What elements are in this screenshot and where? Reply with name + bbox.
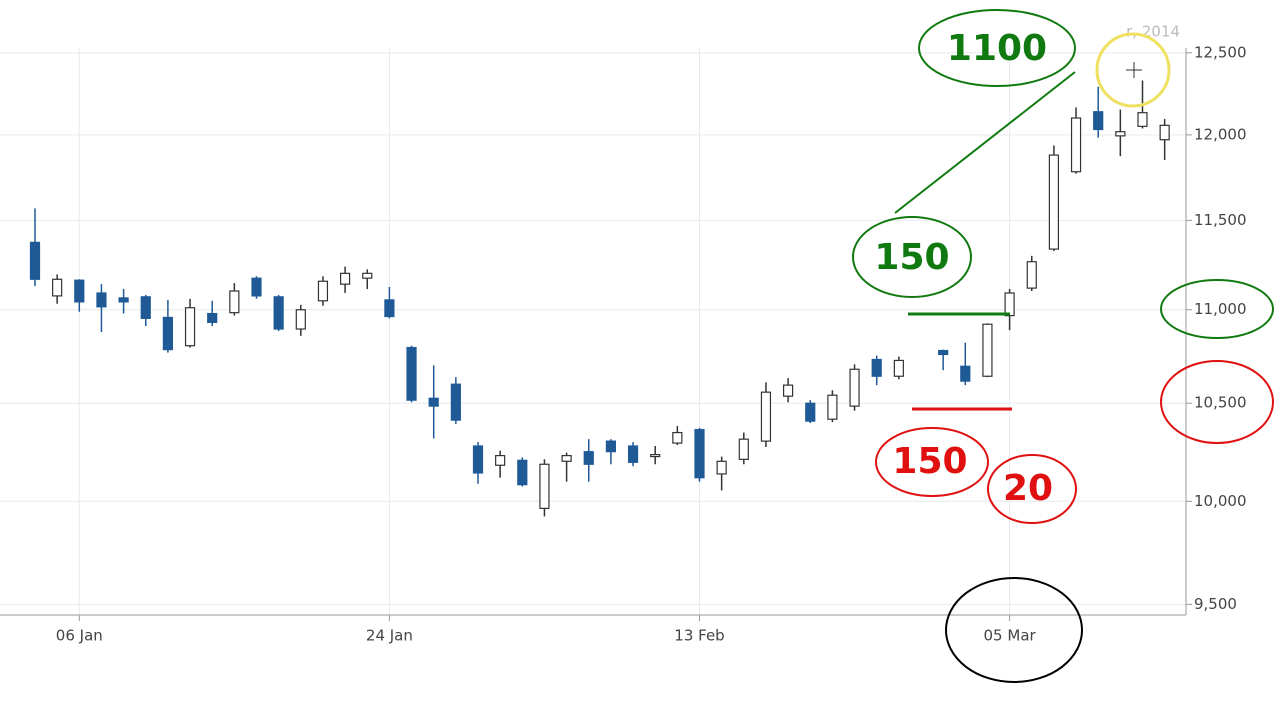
- candle-body: [982, 323, 993, 377]
- candle-body: [1004, 292, 1015, 317]
- candle-body: [74, 279, 85, 303]
- y-tick-label: 10,000: [1194, 492, 1247, 510]
- candle-body: [716, 460, 727, 475]
- candle-body: [450, 383, 461, 421]
- candle-body: [384, 299, 395, 318]
- candle-body: [738, 438, 749, 460]
- cursor: [1126, 62, 1142, 78]
- candle-body: [1159, 124, 1170, 141]
- annotation-ellipse: [945, 577, 1083, 683]
- candle-body: [406, 346, 417, 401]
- candle-body: [605, 440, 617, 453]
- annotation-ellipse: [875, 427, 989, 497]
- x-tick-label: 13 Feb: [674, 627, 724, 645]
- candle-body: [583, 451, 594, 465]
- candle-body: [938, 349, 949, 356]
- candle-body: [52, 278, 63, 297]
- annotation: 20: [1003, 468, 1053, 509]
- candle-body: [893, 359, 904, 377]
- candle-body: [1115, 131, 1126, 137]
- annotation-ellipse: [852, 216, 972, 298]
- candle-body: [960, 365, 971, 382]
- candle-body: [539, 463, 550, 509]
- x-tick-label: 06 Jan: [56, 627, 103, 645]
- annotation-ellipse: [1160, 360, 1274, 444]
- candle-body: [650, 454, 661, 458]
- candle-body: [207, 312, 218, 323]
- candle-body: [472, 445, 484, 474]
- candle-body: [229, 290, 240, 314]
- y-tick-label: 11,000: [1194, 300, 1247, 318]
- candle-body: [428, 397, 439, 407]
- candle-body: [805, 402, 816, 422]
- candle-body: [1137, 112, 1148, 127]
- candle-body: [251, 277, 262, 297]
- x-tick-label: 05 Mar: [984, 627, 1037, 645]
- y-tick-label: 9,500: [1194, 595, 1237, 613]
- candle-body: [362, 272, 373, 279]
- annotation: 150: [892, 441, 967, 482]
- candle-body: [495, 454, 506, 466]
- candle-body: [517, 459, 528, 486]
- candle-body: [1093, 111, 1104, 131]
- candle-body: [96, 292, 107, 308]
- y-tick-label: 10,500: [1194, 394, 1247, 412]
- annotation-ellipse: [1160, 279, 1274, 339]
- corner-text: r, 2014: [1126, 23, 1180, 41]
- x-tick-label: 24 Jan: [366, 627, 413, 645]
- candle-body: [1070, 117, 1082, 173]
- candle-body: [118, 297, 129, 303]
- candle-body: [561, 454, 572, 462]
- annotation: 150: [874, 237, 949, 278]
- candle-body: [694, 429, 705, 479]
- candle-body: [760, 391, 772, 442]
- candles: [29, 80, 1170, 517]
- candle-body: [827, 394, 838, 420]
- candle-body: [782, 384, 794, 397]
- candle-body: [627, 445, 639, 463]
- annotation-ellipse: [918, 9, 1076, 87]
- candle-body: [295, 309, 306, 330]
- candle-body: [29, 241, 41, 280]
- annotation: 1100: [947, 28, 1047, 69]
- candle-body: [340, 272, 351, 285]
- candle-body: [317, 280, 329, 302]
- annotation-ellipse: [987, 454, 1077, 524]
- grid: 9,500 10,000 10,500 11,000 11,500 12,000 12,50…: [0, 43, 1247, 645]
- annotation-line: [894, 71, 1076, 214]
- annotation-circle: [1095, 32, 1171, 108]
- y-tick-label: 12,500: [1194, 43, 1247, 61]
- y-tick-label: 11,500: [1194, 211, 1247, 229]
- candle-body: [140, 296, 151, 319]
- candle-body: [162, 316, 173, 351]
- candle-body: [849, 368, 860, 407]
- candle-body: [1048, 154, 1060, 250]
- candle-body: [672, 431, 683, 444]
- candle-body: [184, 307, 196, 347]
- candle-body: [1026, 261, 1037, 289]
- candle-body: [273, 296, 284, 330]
- y-tick-label: 12,000: [1194, 125, 1247, 143]
- candle-body: [871, 358, 882, 377]
